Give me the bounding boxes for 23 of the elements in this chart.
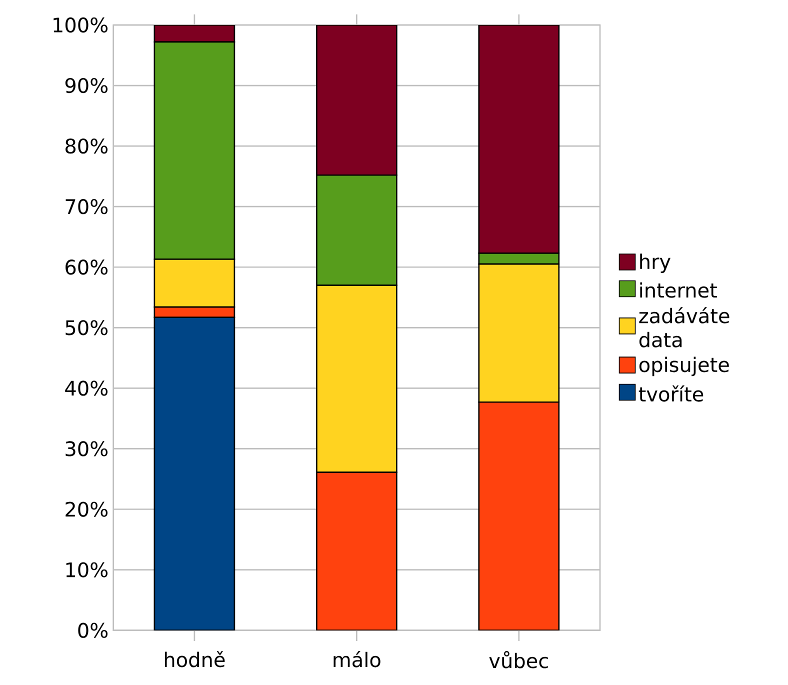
y-tick-label: 20% — [66, 502, 108, 517]
bar — [478, 24, 560, 254]
y-tick-label: 0% — [78, 622, 108, 638]
legend-label: internet — [640, 282, 717, 298]
x-tick-label: hodně — [164, 651, 225, 668]
y-tick-label: 30% — [66, 441, 108, 456]
bar — [316, 472, 398, 630]
y-tick-label: 50% — [66, 320, 108, 336]
y-tick-label: 70% — [66, 199, 108, 214]
x-tick-label: vůbec — [489, 651, 548, 668]
legend-label: tvoříte — [638, 385, 704, 402]
x-tick-label: málo — [334, 651, 380, 668]
legend-label: hry — [640, 254, 670, 273]
y-tick-label: 100% — [54, 17, 108, 33]
bar — [316, 24, 398, 176]
bar — [478, 401, 560, 630]
y-tick-label: 80% — [66, 138, 108, 154]
y-tick-label: 60% — [66, 260, 108, 275]
y-tick-label: 40% — [65, 380, 108, 396]
bar — [154, 24, 236, 43]
legend-label: opisujete — [639, 356, 729, 376]
y-tick-label: 90% — [65, 78, 108, 94]
y-tick-label: 10% — [66, 562, 108, 578]
